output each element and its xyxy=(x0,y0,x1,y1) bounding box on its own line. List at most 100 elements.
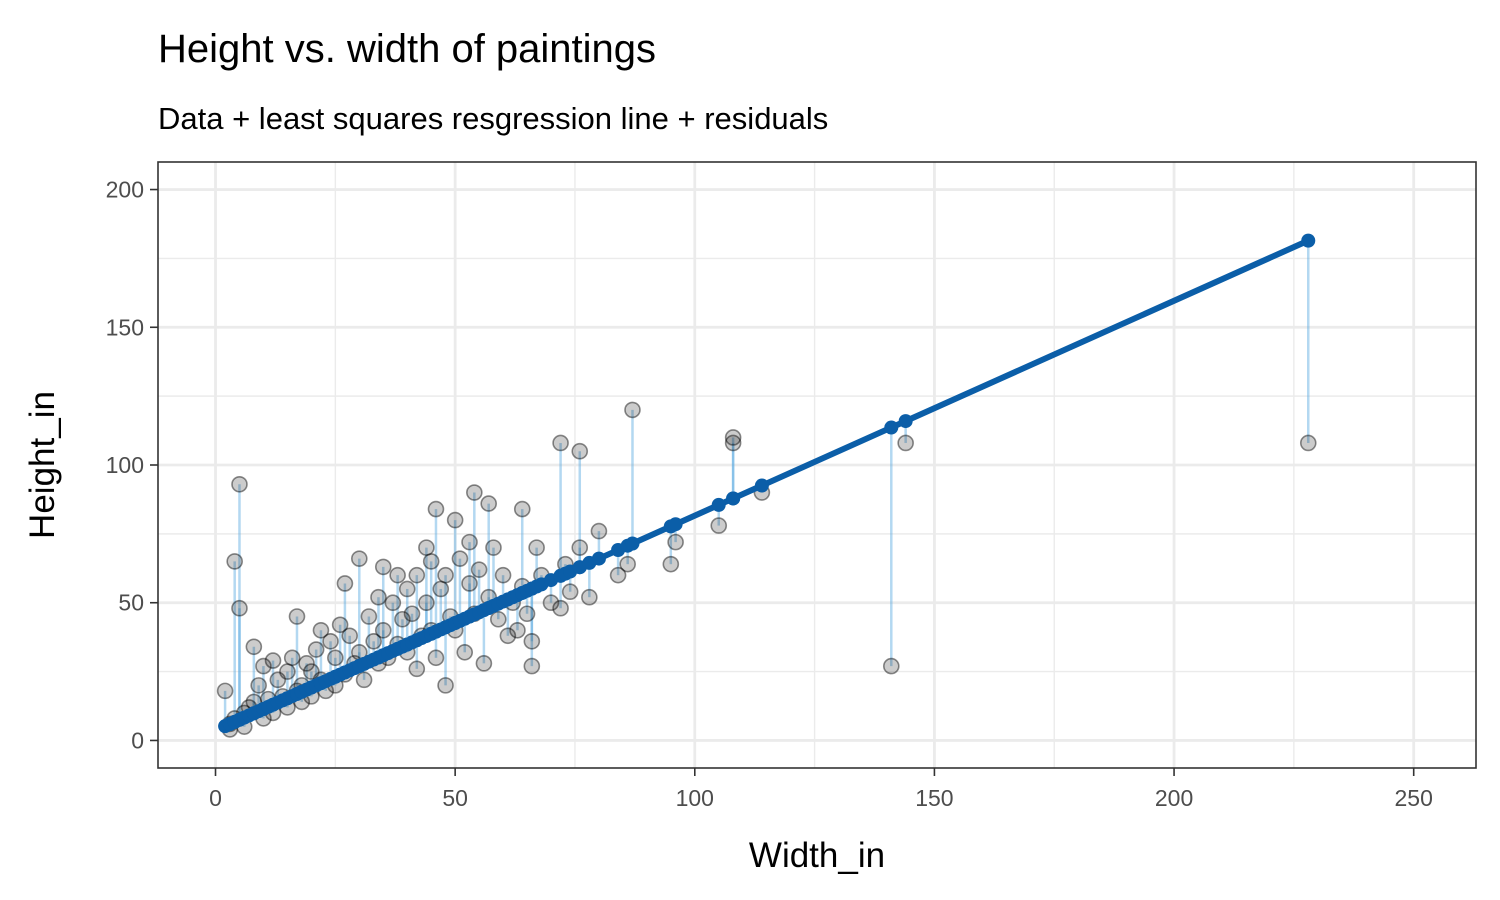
data-point xyxy=(331,616,349,634)
x-tick-label: 0 xyxy=(209,785,222,811)
data-point xyxy=(418,539,435,556)
fitted-point xyxy=(726,491,741,506)
data-point xyxy=(523,657,541,675)
data-point xyxy=(509,621,526,639)
data-point xyxy=(494,566,512,584)
data-point xyxy=(418,594,435,612)
data-point xyxy=(355,671,373,689)
data-point xyxy=(461,533,478,551)
y-tick-label: 100 xyxy=(106,452,144,478)
fitted-point xyxy=(591,551,606,566)
data-point xyxy=(422,553,440,570)
data-point xyxy=(269,671,287,689)
data-point xyxy=(552,599,569,617)
fitted-points xyxy=(218,233,1316,734)
y-tick-label: 50 xyxy=(118,590,144,616)
fitted-point xyxy=(898,414,913,429)
data-point xyxy=(528,539,545,556)
data-point xyxy=(226,553,243,570)
data-point xyxy=(389,566,406,584)
data-point xyxy=(470,561,488,578)
data-point xyxy=(437,566,454,584)
data-point xyxy=(374,621,392,639)
data-points xyxy=(216,401,1317,738)
chart-title: Height vs. width of paintings xyxy=(158,27,656,71)
x-tick-label: 100 xyxy=(676,785,714,811)
data-point xyxy=(466,484,483,501)
data-point xyxy=(485,539,502,556)
data-point xyxy=(216,682,234,700)
data-point xyxy=(581,588,598,606)
data-point xyxy=(571,539,589,556)
data-point xyxy=(710,517,728,534)
data-point xyxy=(446,511,464,529)
data-point xyxy=(542,594,560,612)
data-point xyxy=(288,608,306,625)
data-point xyxy=(552,434,569,452)
data-point xyxy=(897,434,914,452)
data-point xyxy=(264,652,282,669)
x-tick-label: 250 xyxy=(1395,785,1433,811)
x-tick-label: 50 xyxy=(442,785,468,811)
data-point xyxy=(624,401,641,419)
data-point xyxy=(312,621,330,639)
data-point xyxy=(231,599,248,617)
data-point xyxy=(456,644,474,661)
y-tick-label: 200 xyxy=(106,177,144,203)
data-point xyxy=(475,655,493,672)
data-point xyxy=(365,632,382,650)
data-point xyxy=(336,575,354,592)
data-point xyxy=(724,434,742,452)
data-point xyxy=(341,627,359,645)
data-point xyxy=(513,500,531,518)
data-point xyxy=(408,660,426,678)
data-point xyxy=(255,657,272,675)
x-tick-label: 150 xyxy=(915,785,953,811)
data-point xyxy=(403,605,421,623)
data-point xyxy=(283,649,301,667)
data-point xyxy=(561,583,579,601)
data-point xyxy=(298,655,315,672)
x-axis-title: Width_in xyxy=(749,836,885,875)
data-point xyxy=(384,594,402,612)
data-point xyxy=(571,442,589,460)
data-point xyxy=(360,608,378,625)
data-point xyxy=(398,580,416,598)
data-point xyxy=(250,677,267,694)
data-point xyxy=(374,558,392,576)
axes: 0 50 100 150 200 250 0 50 100 150 200 xyxy=(106,177,1433,811)
data-point xyxy=(279,663,296,680)
data-point xyxy=(499,627,517,645)
data-point xyxy=(432,580,450,598)
data-point xyxy=(609,566,627,584)
fitted-point xyxy=(625,536,640,551)
data-point xyxy=(427,649,445,667)
data-point xyxy=(437,677,454,694)
y-tick-label: 0 xyxy=(131,727,144,753)
fitted-point xyxy=(1301,233,1316,248)
data-point xyxy=(461,575,478,592)
data-point xyxy=(882,657,900,675)
data-point xyxy=(480,495,497,512)
data-point xyxy=(724,429,742,446)
y-tick-label: 150 xyxy=(106,314,144,340)
y-axis-title: Height_in xyxy=(23,391,62,539)
data-point xyxy=(667,533,684,551)
data-point xyxy=(489,610,507,628)
grid xyxy=(158,162,1476,768)
data-point xyxy=(231,475,248,493)
data-point xyxy=(370,588,387,606)
fitted-point xyxy=(711,497,726,512)
data-point xyxy=(619,555,636,573)
data-point xyxy=(1299,434,1317,452)
data-point xyxy=(327,649,344,667)
data-point xyxy=(350,550,368,567)
x-tick-label: 200 xyxy=(1155,785,1193,811)
data-point xyxy=(307,641,325,658)
data-point xyxy=(662,555,680,573)
data-point xyxy=(451,550,469,567)
residual-lines xyxy=(223,240,1310,730)
chart-subtitle: Data + least squares resgression line + … xyxy=(158,101,828,136)
data-point xyxy=(427,500,445,518)
